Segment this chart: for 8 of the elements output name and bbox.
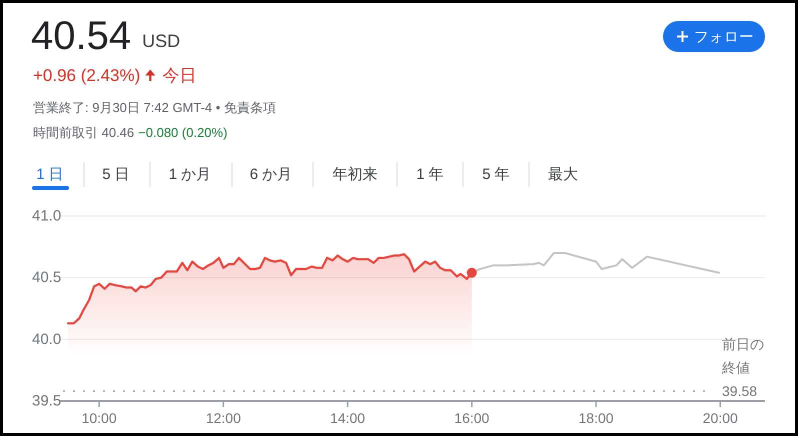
annotation: 今日 (162, 66, 196, 85)
annotation: −0.080 (0.20%) (138, 125, 228, 140)
annotation: 営業終了: 9月30日 7:42 GMT-4 • 免責条項 (33, 100, 276, 115)
annotation: +0.96 (2.43%) (33, 66, 140, 85)
button-follow-label: フォロー (694, 30, 754, 46)
annotation: USD (142, 31, 180, 51)
annotation: 時間前取引 40.46 (33, 125, 134, 140)
title: 40.54 (31, 14, 132, 58)
